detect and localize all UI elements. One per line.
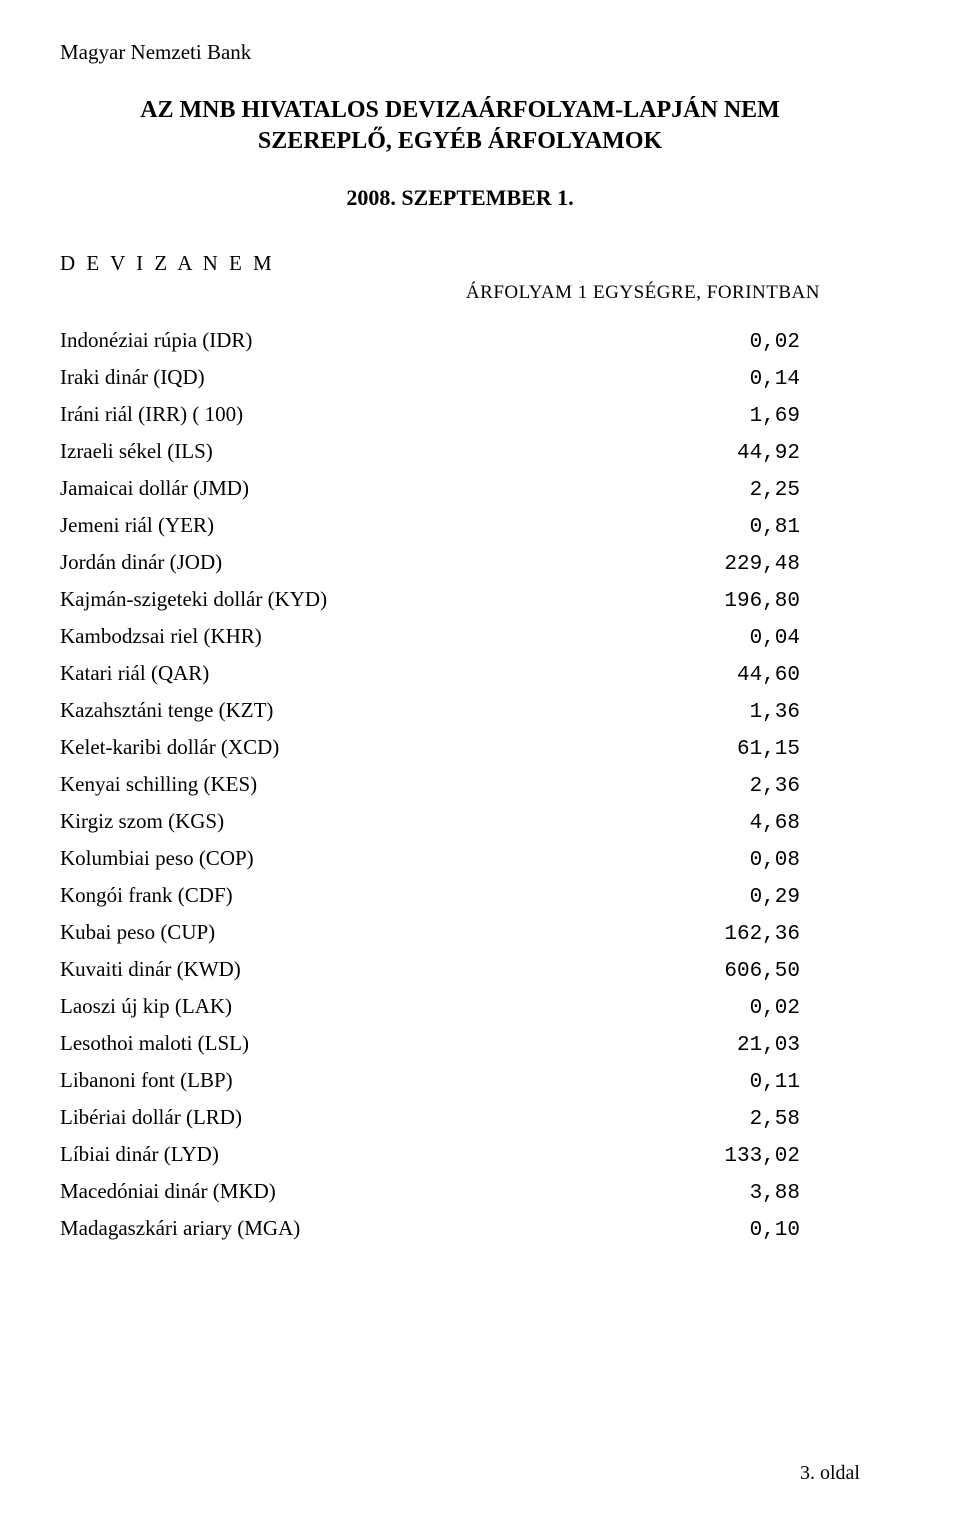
currency-name: Kolumbiai peso (COP) — [60, 846, 600, 871]
table-row: Kajmán-szigeteki dollár (KYD)196,80 — [60, 587, 860, 613]
currency-value: 44,60 — [600, 664, 860, 687]
section-label: D E V I Z A N E M — [60, 251, 860, 276]
table-row: Kenyai schilling (KES)2,36 — [60, 772, 860, 798]
table-row: Líbiai dinár (LYD)133,02 — [60, 1142, 860, 1168]
currency-value: 0,10 — [600, 1219, 860, 1242]
currency-name: Kambodzsai riel (KHR) — [60, 624, 600, 649]
currency-value: 44,92 — [600, 442, 860, 465]
currency-name: Kelet-karibi dollár (XCD) — [60, 735, 600, 760]
org-name: Magyar Nemzeti Bank — [60, 40, 860, 65]
table-row: Kirgiz szom (KGS)4,68 — [60, 809, 860, 835]
table-row: Libanoni font (LBP)0,11 — [60, 1068, 860, 1094]
currency-value: 61,15 — [600, 738, 860, 761]
currency-value: 229,48 — [600, 553, 860, 576]
currency-name: Katari riál (QAR) — [60, 661, 600, 686]
currency-name: Libanoni font (LBP) — [60, 1068, 600, 1093]
currency-name: Kajmán-szigeteki dollár (KYD) — [60, 587, 600, 612]
currency-name: Macedóniai dinár (MKD) — [60, 1179, 600, 1204]
table-row: Kambodzsai riel (KHR)0,04 — [60, 624, 860, 650]
currency-name: Kazahsztáni tenge (KZT) — [60, 698, 600, 723]
table-row: Libériai dollár (LRD)2,58 — [60, 1105, 860, 1131]
currency-value: 4,68 — [600, 812, 860, 835]
table-row: Laoszi új kip (LAK)0,02 — [60, 994, 860, 1020]
currency-value: 1,36 — [600, 701, 860, 724]
currency-value: 3,88 — [600, 1182, 860, 1205]
table-row: Iráni riál (IRR) ( 100)1,69 — [60, 402, 860, 428]
rate-table: Indonéziai rúpia (IDR)0,02Iraki dinár (I… — [60, 328, 860, 1242]
currency-name: Libériai dollár (LRD) — [60, 1105, 600, 1130]
currency-name: Laoszi új kip (LAK) — [60, 994, 600, 1019]
currency-name: Kirgiz szom (KGS) — [60, 809, 600, 834]
currency-value: 21,03 — [600, 1034, 860, 1057]
currency-name: Kenyai schilling (KES) — [60, 772, 600, 797]
currency-name: Izraeli sékel (ILS) — [60, 439, 600, 464]
table-row: Izraeli sékel (ILS)44,92 — [60, 439, 860, 465]
document-page: Magyar Nemzeti Bank AZ MNB HIVATALOS DEV… — [0, 0, 960, 1519]
currency-name: Madagaszkári ariary (MGA) — [60, 1216, 600, 1241]
table-row: Indonéziai rúpia (IDR)0,02 — [60, 328, 860, 354]
table-row: Madagaszkári ariary (MGA)0,10 — [60, 1216, 860, 1242]
currency-name: Jemeni riál (YER) — [60, 513, 600, 538]
currency-name: Jordán dinár (JOD) — [60, 550, 600, 575]
currency-name: Jamaicai dollár (JMD) — [60, 476, 600, 501]
currency-value: 133,02 — [600, 1145, 860, 1168]
currency-value: 0,02 — [600, 997, 860, 1020]
currency-value: 162,36 — [600, 923, 860, 946]
currency-value: 0,11 — [600, 1071, 860, 1094]
currency-value: 2,36 — [600, 775, 860, 798]
table-row: Kolumbiai peso (COP)0,08 — [60, 846, 860, 872]
currency-name: Iraki dinár (IQD) — [60, 365, 600, 390]
currency-name: Kuvaiti dinár (KWD) — [60, 957, 600, 982]
currency-value: 0,02 — [600, 331, 860, 354]
table-row: Kelet-karibi dollár (XCD)61,15 — [60, 735, 860, 761]
title-line-2: SZEREPLŐ, EGYÉB ÁRFOLYAMOK — [258, 128, 662, 154]
table-row: Kubai peso (CUP)162,36 — [60, 920, 860, 946]
currency-value: 2,25 — [600, 479, 860, 502]
currency-name: Kongói frank (CDF) — [60, 883, 600, 908]
table-row: Jordán dinár (JOD)229,48 — [60, 550, 860, 576]
table-row: Macedóniai dinár (MKD)3,88 — [60, 1179, 860, 1205]
page-title: AZ MNB HIVATALOS DEVIZAÁRFOLYAM-LAPJÁN N… — [60, 95, 860, 157]
currency-value: 1,69 — [600, 405, 860, 428]
column-header: ÁRFOLYAM 1 EGYSÉGRE, FORINTBAN — [60, 282, 860, 304]
currency-name: Indonéziai rúpia (IDR) — [60, 328, 600, 353]
currency-value: 0,29 — [600, 886, 860, 909]
title-line-1: AZ MNB HIVATALOS DEVIZAÁRFOLYAM-LAPJÁN N… — [140, 97, 780, 123]
table-row: Kazahsztáni tenge (KZT)1,36 — [60, 698, 860, 724]
currency-value: 0,08 — [600, 849, 860, 872]
currency-name: Kubai peso (CUP) — [60, 920, 600, 945]
currency-value: 0,04 — [600, 627, 860, 650]
currency-value: 606,50 — [600, 960, 860, 983]
table-row: Jamaicai dollár (JMD)2,25 — [60, 476, 860, 502]
table-row: Kongói frank (CDF)0,29 — [60, 883, 860, 909]
document-date: 2008. SZEPTEMBER 1. — [60, 185, 860, 211]
table-row: Iraki dinár (IQD)0,14 — [60, 365, 860, 391]
currency-name: Líbiai dinár (LYD) — [60, 1142, 600, 1167]
page-number: 3. oldal — [800, 1462, 860, 1485]
currency-value: 2,58 — [600, 1108, 860, 1131]
currency-value: 196,80 — [600, 590, 860, 613]
currency-name: Lesothoi maloti (LSL) — [60, 1031, 600, 1056]
table-row: Katari riál (QAR)44,60 — [60, 661, 860, 687]
currency-value: 0,14 — [600, 368, 860, 391]
table-row: Jemeni riál (YER)0,81 — [60, 513, 860, 539]
currency-name: Iráni riál (IRR) ( 100) — [60, 402, 600, 427]
table-row: Kuvaiti dinár (KWD)606,50 — [60, 957, 860, 983]
currency-value: 0,81 — [600, 516, 860, 539]
table-row: Lesothoi maloti (LSL)21,03 — [60, 1031, 860, 1057]
